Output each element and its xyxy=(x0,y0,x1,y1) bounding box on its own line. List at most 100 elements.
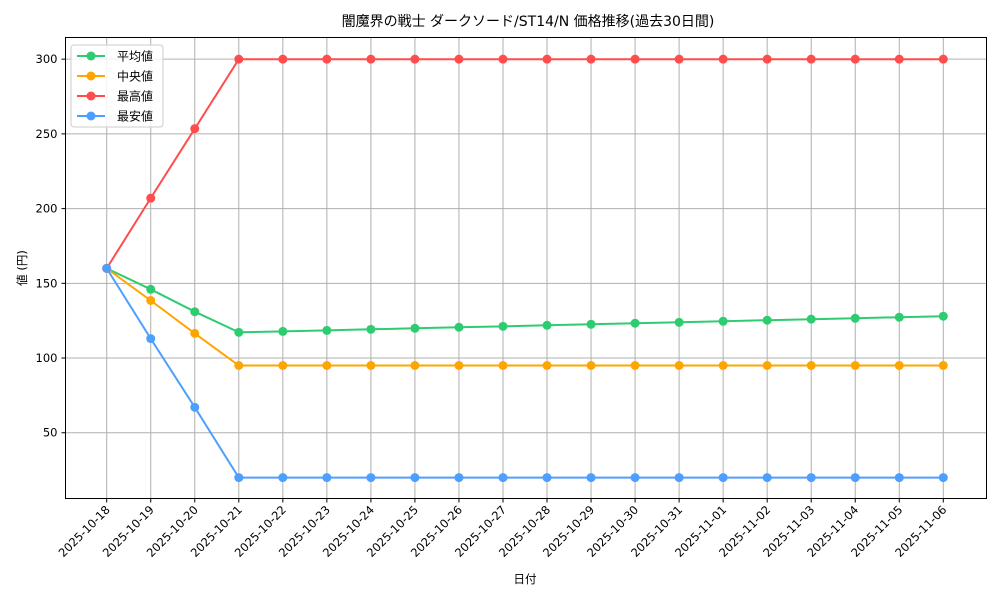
series-line xyxy=(105,267,944,479)
data-point xyxy=(806,473,816,483)
data-point xyxy=(498,54,508,64)
data-point xyxy=(322,54,332,64)
data-point xyxy=(630,473,640,483)
data-point xyxy=(938,473,948,483)
data-point xyxy=(410,323,420,333)
data-point xyxy=(674,317,684,327)
chart-title: 闇魔界の戦士 ダークソード/ST14/N 価格推移(過去30日間) xyxy=(341,14,715,30)
data-point xyxy=(234,327,244,337)
series-line xyxy=(106,267,944,367)
data-point xyxy=(146,284,156,294)
x-axis-label: 日付 xyxy=(514,572,537,586)
data-point xyxy=(498,473,508,483)
legend-marker-icon xyxy=(86,91,96,101)
data-point xyxy=(542,361,552,371)
legend-label: 平均値 xyxy=(117,49,153,64)
y-tick-label: 50 xyxy=(43,426,58,440)
data-point xyxy=(762,473,772,483)
data-point xyxy=(278,361,288,371)
series-1 xyxy=(102,263,948,371)
data-point xyxy=(366,473,376,483)
data-point xyxy=(586,473,596,483)
legend-label: 中央値 xyxy=(117,69,153,84)
data-point xyxy=(498,361,508,371)
data-point xyxy=(938,54,948,64)
y-axis-ticks: 50 100 150 200 250 300 xyxy=(36,52,66,440)
data-point xyxy=(234,473,244,483)
data-point xyxy=(146,296,156,306)
data-point xyxy=(718,316,728,326)
data-point xyxy=(894,361,904,371)
data-point xyxy=(278,326,288,336)
data-point xyxy=(366,54,376,64)
y-tick-label: 200 xyxy=(36,202,58,216)
data-point xyxy=(938,311,948,321)
legend-marker-icon xyxy=(86,111,96,121)
data-point xyxy=(630,318,640,328)
data-point xyxy=(454,322,464,332)
data-point xyxy=(718,473,728,483)
data-point xyxy=(586,319,596,329)
data-point xyxy=(542,320,552,330)
y-tick-label: 300 xyxy=(36,52,58,66)
legend-label: 最高値 xyxy=(117,89,153,104)
data-point xyxy=(938,361,948,371)
data-point xyxy=(718,54,728,64)
y-tick-label: 150 xyxy=(36,276,58,290)
series-line xyxy=(106,267,944,334)
data-point xyxy=(410,54,420,64)
data-point xyxy=(850,54,860,64)
data-point xyxy=(102,263,112,273)
data-point xyxy=(234,361,244,371)
legend-marker-icon xyxy=(86,71,96,81)
data-point xyxy=(674,54,684,64)
series-3 xyxy=(102,263,948,483)
data-point xyxy=(190,402,200,412)
data-point xyxy=(454,54,464,64)
series-0 xyxy=(102,263,948,337)
data-point xyxy=(454,473,464,483)
data-point xyxy=(806,361,816,371)
data-point xyxy=(894,312,904,322)
data-point xyxy=(894,54,904,64)
data-point xyxy=(630,54,640,64)
data-point xyxy=(190,328,200,338)
y-tick-label: 250 xyxy=(36,127,58,141)
legend-box xyxy=(70,44,164,128)
data-point xyxy=(806,314,816,324)
data-point xyxy=(190,124,200,134)
data-point xyxy=(762,315,772,325)
legend-label: 最安値 xyxy=(117,109,153,124)
data-point xyxy=(586,54,596,64)
data-point xyxy=(542,54,552,64)
data-point xyxy=(850,473,860,483)
data-point xyxy=(498,321,508,331)
data-point xyxy=(586,361,596,371)
data-point xyxy=(366,361,376,371)
data-point xyxy=(762,54,772,64)
data-point xyxy=(718,361,728,371)
data-point xyxy=(146,193,156,203)
data-point xyxy=(850,361,860,371)
data-point xyxy=(410,473,420,483)
legend-item: 最安値 xyxy=(77,109,153,124)
data-point xyxy=(630,361,640,371)
data-point xyxy=(806,54,816,64)
y-tick-label: 100 xyxy=(36,351,58,365)
data-point xyxy=(674,473,684,483)
data-point xyxy=(410,361,420,371)
data-point xyxy=(322,361,332,371)
data-point xyxy=(322,473,332,483)
data-point xyxy=(190,307,200,317)
data-point xyxy=(542,473,552,483)
data-point xyxy=(278,54,288,64)
data-point xyxy=(850,313,860,323)
data-point xyxy=(322,325,332,335)
legend-marker-icon xyxy=(86,51,96,61)
legend-item: 最高値 xyxy=(77,89,153,104)
data-series xyxy=(102,54,948,483)
data-point xyxy=(278,473,288,483)
data-point xyxy=(234,54,244,64)
